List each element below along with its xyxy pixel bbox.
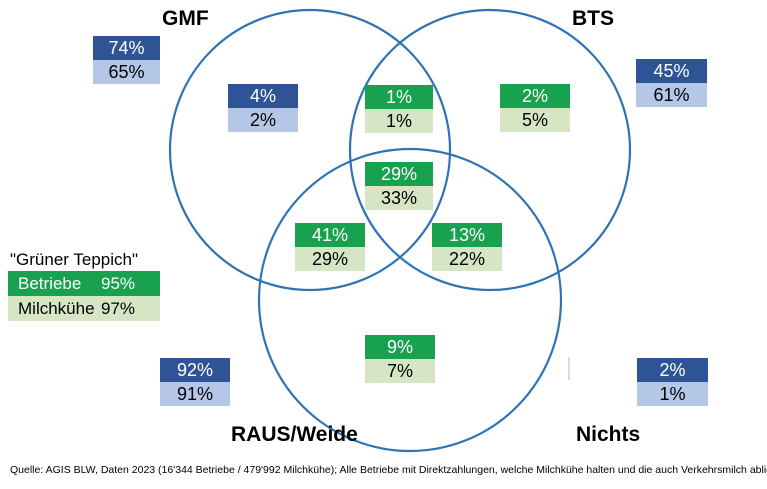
legend-title: "Grüner Teppich" bbox=[10, 250, 138, 269]
legend-row-betriebe: Betriebe 95% bbox=[8, 271, 160, 296]
betriebe-value: 41% bbox=[295, 223, 365, 247]
value-box-raus-total: 92% 91% bbox=[160, 358, 230, 406]
bts-circle bbox=[348, 8, 632, 292]
legend-row-value: 95% bbox=[101, 274, 136, 293]
milchkuehe-value: 22% bbox=[432, 247, 502, 271]
milchkuehe-value: 5% bbox=[500, 108, 570, 132]
legend-row-label: Milchkühe bbox=[18, 299, 95, 318]
legend-row-milchkuehe: Milchkühe 97% bbox=[8, 296, 160, 321]
betriebe-value: 1% bbox=[365, 85, 433, 109]
value-box-gmf-bts: 1% 1% bbox=[365, 85, 433, 133]
nichts-label: Nichts bbox=[576, 423, 641, 446]
gmf-label: GMF bbox=[162, 7, 209, 30]
betriebe-value: 45% bbox=[636, 59, 707, 83]
milchkuehe-value: 7% bbox=[365, 359, 435, 383]
betriebe-value: 9% bbox=[365, 335, 435, 359]
value-box-nichts-total: 2% 1% bbox=[637, 358, 708, 406]
source-note: Quelle: AGIS BLW, Daten 2023 (16'344 Bet… bbox=[10, 464, 767, 476]
value-box-gmf-raus: 41% 29% bbox=[295, 223, 365, 271]
value-box-gmf-total: 74% 65% bbox=[93, 36, 160, 84]
gmf-circle bbox=[168, 8, 452, 292]
milchkuehe-value: 1% bbox=[637, 382, 708, 406]
betriebe-value: 13% bbox=[432, 223, 502, 247]
betriebe-value: 2% bbox=[500, 84, 570, 108]
value-box-bts-only: 2% 5% bbox=[500, 84, 570, 132]
raus-weide-label: RAUS/Weide bbox=[231, 423, 358, 446]
betriebe-value: 29% bbox=[365, 162, 433, 186]
placeholder-edge-mark bbox=[568, 357, 570, 380]
legend-row-label: Betriebe bbox=[18, 274, 82, 293]
betriebe-value: 2% bbox=[637, 358, 708, 382]
value-box-raus-only: 9% 7% bbox=[365, 335, 435, 383]
milchkuehe-value: 61% bbox=[636, 83, 707, 107]
value-box-bts-raus: 13% 22% bbox=[432, 223, 502, 271]
legend-row-value: 97% bbox=[101, 299, 136, 318]
betriebe-value: 74% bbox=[93, 36, 160, 60]
milchkuehe-value: 2% bbox=[228, 108, 298, 132]
gruener-teppich-legend: Betriebe 95% Milchkühe 97% bbox=[8, 271, 160, 321]
milchkuehe-value: 33% bbox=[365, 186, 433, 210]
raus-weide-circle bbox=[257, 147, 563, 453]
value-box-gmf-only: 4% 2% bbox=[228, 84, 298, 132]
betriebe-value: 92% bbox=[160, 358, 230, 382]
value-box-bts-total: 45% 61% bbox=[636, 59, 707, 107]
value-box-gmf-bts-raus: 29% 33% bbox=[365, 162, 433, 210]
bts-label: BTS bbox=[572, 7, 614, 30]
betriebe-value: 4% bbox=[228, 84, 298, 108]
milchkuehe-value: 29% bbox=[295, 247, 365, 271]
milchkuehe-value: 1% bbox=[365, 109, 433, 133]
milchkuehe-value: 91% bbox=[160, 382, 230, 406]
milchkuehe-value: 65% bbox=[93, 60, 160, 84]
